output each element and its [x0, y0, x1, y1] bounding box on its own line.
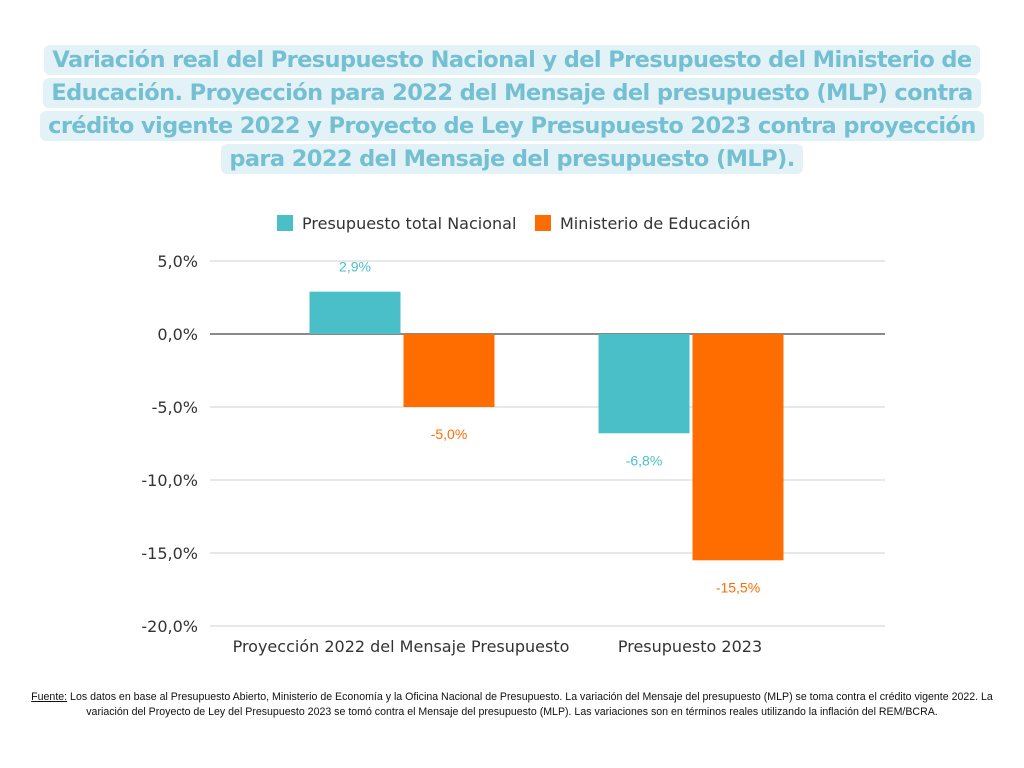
x-tick-label: Presupuesto 2023 — [618, 637, 762, 656]
legend-swatch — [277, 215, 293, 231]
data-label: -5,0% — [431, 426, 468, 442]
bar — [598, 334, 690, 434]
footnote-text: Los datos en base al Presupuesto Abierto… — [67, 691, 993, 718]
chart-title-box: Variación real del Presupuesto Nacional … — [18, 44, 1006, 176]
bar — [692, 334, 784, 561]
legend-label: Ministerio de Educación — [560, 214, 750, 233]
y-tick-label: 5,0% — [157, 252, 198, 271]
y-tick-label: -10,0% — [141, 471, 198, 490]
data-label: -6,8% — [626, 452, 663, 468]
y-tick-label: -5,0% — [152, 398, 198, 417]
y-tick-label: -15,0% — [141, 544, 198, 563]
x-tick-label: Proyección 2022 del Mensaje Presupuesto — [233, 637, 570, 656]
bar — [403, 334, 495, 407]
footnote-label: Fuente: — [31, 691, 68, 703]
bar-chart: 5,0% 0,0% -5,0% -10,0% -15,0% -20,0% Proyecció… — [141, 214, 885, 656]
legend-swatch — [535, 215, 551, 231]
data-label: 2,9% — [339, 259, 371, 275]
legend-label: Presupuesto total Nacional — [302, 214, 516, 233]
y-tick-label: 0,0% — [157, 325, 198, 344]
bar — [309, 291, 401, 334]
footnote: Fuente: Los datos en base al Presupuesto… — [30, 690, 994, 720]
y-tick-label: -20,0% — [141, 617, 198, 636]
data-label: -15,5% — [716, 579, 760, 595]
